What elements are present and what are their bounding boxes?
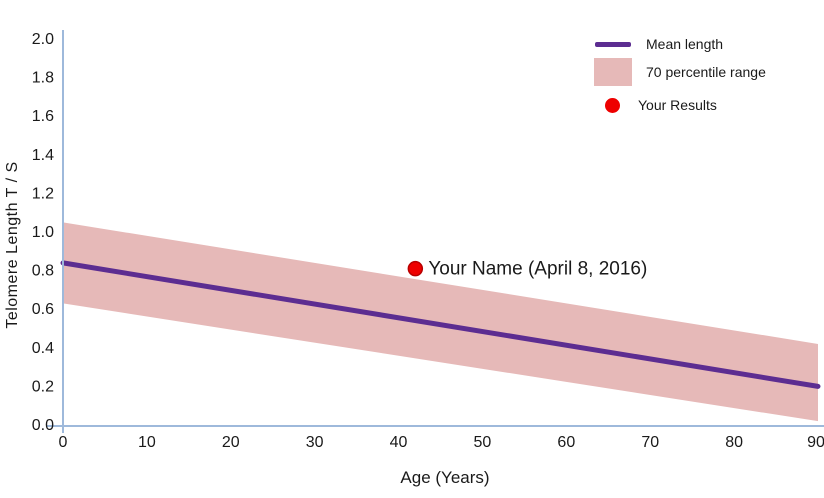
y-tick-label: 1.4	[32, 147, 54, 164]
y-tick-label: 0.0	[32, 417, 54, 434]
x-tick-label: 90	[807, 434, 824, 451]
y-tick-label: 1.2	[32, 185, 54, 202]
x-tick-label: 80	[725, 434, 743, 451]
y-axis-title: Telomere Length T / S	[4, 161, 21, 329]
y-tick-label: 0.8	[32, 263, 54, 280]
x-tick-label: 50	[474, 434, 492, 451]
percentile-band-swatch-icon	[594, 58, 632, 86]
y-tick-label: 1.8	[32, 70, 54, 87]
mean-line	[60, 260, 821, 389]
percentile-band	[63, 222, 818, 422]
x-tick-label: 20	[222, 434, 240, 451]
legend-item-your-results: Your Results	[605, 97, 717, 113]
result-point	[407, 260, 424, 277]
mean-length-line-swatch-icon	[595, 41, 631, 47]
x-axis-title: Age (Years)	[400, 468, 490, 487]
legend-label: 70 percentile range	[646, 64, 766, 80]
y-tick-label: 2.0	[32, 31, 54, 48]
y-tick-label: 1.6	[32, 108, 54, 125]
x-tick-label: 60	[557, 434, 575, 451]
x-tick-label: 10	[138, 434, 156, 451]
legend-label: Mean length	[646, 36, 724, 52]
x-tick-label: 0	[59, 434, 68, 451]
x-tick-label: 30	[306, 434, 324, 451]
result-annotation: Your Name (April 8, 2016)	[428, 259, 647, 280]
y-tick-label: 0.4	[32, 340, 54, 357]
y-tick-label: 0.2	[32, 378, 54, 395]
y-tick-label: 1.0	[32, 224, 54, 241]
legend-item-percentile-range: 70 percentile range	[594, 58, 766, 86]
x-tick-label: 70	[641, 434, 659, 451]
legend-label: Your Results	[638, 97, 717, 113]
your-results-dot-icon	[605, 97, 620, 113]
y-tick-label: 0.6	[32, 301, 54, 318]
legend-item-mean-length: Mean length	[595, 36, 723, 52]
x-tick-label: 40	[390, 434, 408, 451]
